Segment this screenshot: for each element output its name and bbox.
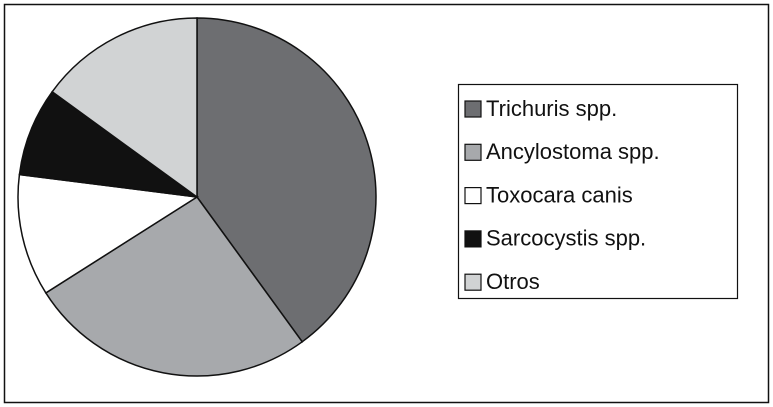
legend-swatch (464, 143, 482, 161)
pie-slice (17, 173, 200, 294)
pie-slice (196, 17, 377, 343)
legend-box (457, 83, 739, 300)
legend-swatch (464, 187, 482, 205)
legend-label: Ancylostoma spp. (486, 139, 660, 164)
legend-swatch (464, 100, 482, 118)
legend-label: Trichuris spp. (486, 96, 617, 121)
legend-swatch (464, 230, 482, 248)
pie-slice (51, 17, 198, 199)
legend-label: Otros (486, 269, 540, 294)
pie-slice (18, 90, 198, 198)
legend-label: Toxocara canis (486, 182, 633, 207)
pie-slice (44, 195, 304, 377)
legend-swatch (464, 273, 482, 291)
legend-label: Sarcocystis spp. (486, 226, 646, 251)
